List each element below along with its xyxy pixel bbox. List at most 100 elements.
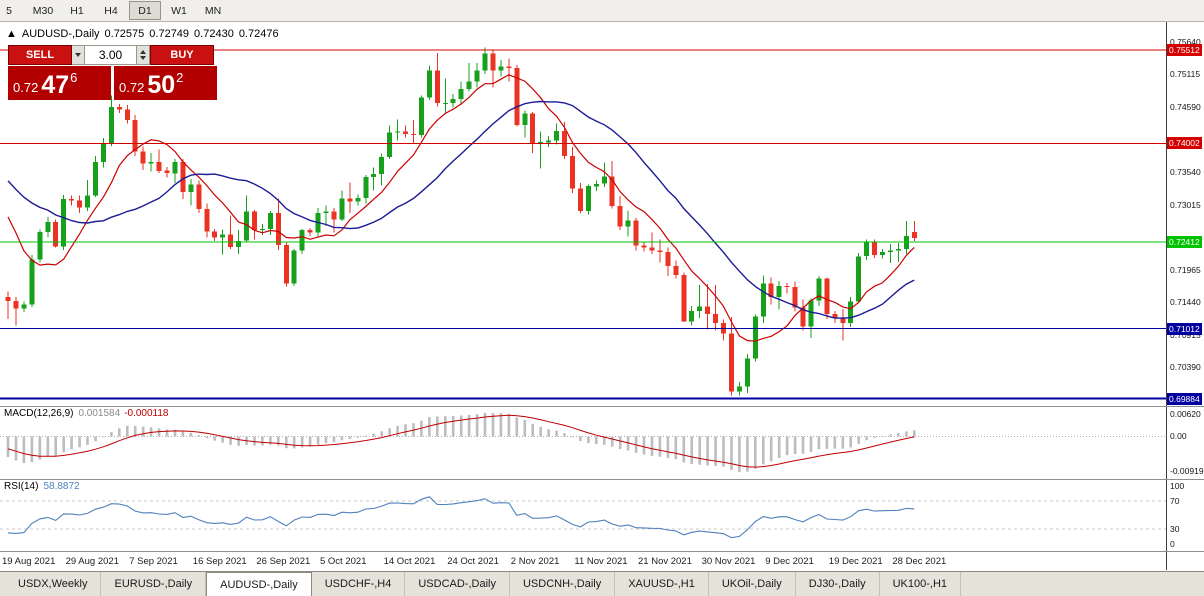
buy-price-display[interactable]: 0.72 50 2 [114,66,217,100]
timeframe-button-m30[interactable]: M30 [32,4,54,17]
price-axis-label: 0.75115 [1170,69,1201,80]
chart-header: ▲ AUDUSD-,Daily 0.72575 0.72749 0.72430 0.724… [6,28,284,40]
price-badge: 0.75512 [1167,43,1202,56]
macd-name: MACD(12,26,9) [4,408,74,419]
chart-tab-bar: USDX,Weekly EURUSD-,Daily AUDUSD-,Daily USD… [0,571,1204,596]
rsi-axis-label: 70 [1170,496,1180,506]
price-axis-label: 0.74590 [1170,101,1201,112]
macd-axis-label: -0.00919 [1170,466,1204,476]
price-axis-label: 0.70915 [1170,329,1201,340]
chart-tab[interactable]: XAUUSD-,H1 [615,572,709,596]
buy-price-prefix: 0.72 [119,80,145,95]
sell-price-display[interactable]: 0.72 47 6 [8,66,111,100]
stepper-up-icon [140,50,146,54]
price-badge: 0.71012 [1167,322,1202,335]
top-toolbar: 5 M30 H1 H4 D1 W1 MN [0,0,1204,22]
chart-window: 19 Aug 2021 29 Aug 2021 7 Sep 2021 16 Sep 2… [0,22,1204,571]
chart-marker-icon: ▲ [6,28,17,40]
rsi-indicator-label: RSI(14) 58.8872 [4,481,80,492]
svg-text:2 Nov 2021: 2 Nov 2021 [511,556,560,567]
buy-price-pips: 50 [147,71,176,99]
candlestick-chart-canvas[interactable]: 19 Aug 2021 29 Aug 2021 7 Sep 2021 16 Sep 2… [0,22,1166,570]
rsi-axis-label: 30 [1170,524,1180,534]
price-badge: 0.69884 [1167,392,1202,405]
tab-label: USDCNH-,Daily [522,578,602,590]
chevron-down-icon [75,53,81,57]
svg-text:30 Nov 2021: 30 Nov 2021 [702,556,756,567]
chart-tab[interactable]: USDCNH-,Daily [510,572,616,596]
chart-symbol-period: AUDUSD-,Daily [21,28,100,40]
svg-text:16 Sep 2021: 16 Sep 2021 [193,556,247,567]
macd-axis-label: 0.00 [1170,431,1187,442]
ohlc-low: 0.72430 [194,28,234,40]
svg-text:26 Sep 2021: 26 Sep 2021 [256,556,310,567]
timeframe-button-h1[interactable]: H1 [70,4,84,17]
rsi-name: RSI(14) [4,481,39,492]
svg-text:7 Sep 2021: 7 Sep 2021 [129,556,178,567]
date-axis[interactable]: 19 Aug 2021 29 Aug 2021 7 Sep 2021 16 Sep 2… [2,556,946,567]
timeframe-button-d1[interactable]: D1 [129,1,161,20]
timeframe-button-h4[interactable]: H4 [104,4,118,17]
chart-tab[interactable]: UKOil-,Daily [709,572,796,596]
sell-button[interactable]: SELL [8,45,72,65]
tab-label: EURUSD-,Daily [114,578,193,590]
stepper-down-icon [140,56,146,60]
tab-label: USDX,Weekly [18,578,88,590]
volume-stepper[interactable] [137,45,150,65]
tab-label: XAUUSD-,H1 [628,578,695,590]
panel-separator[interactable] [0,551,1204,552]
sell-price-pips: 47 [41,71,70,99]
tab-label: AUDUSD-,Daily [220,578,298,591]
chart-tab[interactable]: AUDUSD-,Daily [206,572,312,596]
price-axis-label: 0.71440 [1170,297,1201,308]
chart-tab[interactable]: DJ30-,Daily [796,572,880,596]
ohlc-high: 0.72749 [149,28,190,40]
timeframe-button-5[interactable]: 5 [6,4,12,17]
svg-text:24 Oct 2021: 24 Oct 2021 [447,556,499,567]
chart-tab[interactable]: EURUSD-,Daily [101,572,207,596]
ohlc-close: 0.72476 [238,28,279,40]
tab-label: UKOil-,Daily [721,578,782,590]
buy-button[interactable]: BUY [150,45,214,65]
svg-text:14 Oct 2021: 14 Oct 2021 [384,556,436,567]
timeframe-button-mn[interactable]: MN [204,4,222,17]
price-axis-label: 0.73015 [1170,199,1201,210]
rsi-panel [0,496,1166,539]
candlesticks [5,47,917,396]
macd-panel [0,412,1166,473]
svg-text:5 Oct 2021: 5 Oct 2021 [320,556,366,567]
chart-tab[interactable]: USDCAD-,Daily [405,572,510,596]
price-axis-label: 0.75640 [1170,36,1201,47]
price-axis[interactable]: 0.75640 0.75115 0.74590 0.73540 0.73015 0.719… [1166,22,1204,570]
tab-label: DJ30-,Daily [808,578,866,590]
macd-value: 0.001584 [78,408,121,419]
chart-tab[interactable]: UK100-,H1 [880,572,962,596]
timeframe-button-w1[interactable]: W1 [171,4,187,17]
rsi-axis-label: 0 [1170,539,1175,549]
macd-axis-label: 0.00620 [1170,409,1201,419]
ma-slow-line [7,100,915,319]
volume-dropdown-button[interactable] [72,45,85,65]
svg-text:29 Aug 2021: 29 Aug 2021 [66,556,119,567]
price-axis-label: 0.73540 [1170,166,1201,177]
svg-text:28 Dec 2021: 28 Dec 2021 [892,556,946,567]
volume-input[interactable] [85,45,137,65]
macd-signal-value: -0.000118 [124,408,169,419]
svg-text:9 Dec 2021: 9 Dec 2021 [765,556,814,567]
tab-label: USDCHF-,H4 [324,578,392,590]
one-click-trading-panel: SELL BUY 0.72 47 6 0.72 50 2 [8,45,218,100]
tab-label: USDCAD-,Daily [418,578,496,590]
panel-separator[interactable] [0,479,1204,480]
ma-fast-line [7,74,915,342]
chart-tab[interactable]: USDCHF-,H4 [312,572,406,596]
tab-label: UK100-,H1 [892,578,948,590]
horizontal-line-objects[interactable] [0,49,1166,400]
svg-text:19 Dec 2021: 19 Dec 2021 [829,556,883,567]
svg-text:11 Nov 2021: 11 Nov 2021 [574,556,627,567]
chart-tab[interactable]: USDX,Weekly [5,572,102,596]
buy-price-fraction: 2 [176,70,184,85]
macd-indicator-label: MACD(12,26,9) 0.001584 -0.000118 [4,408,168,419]
rsi-axis-label: 100 [1170,481,1185,491]
sell-price-prefix: 0.72 [13,80,39,95]
panel-separator[interactable] [0,406,1204,407]
